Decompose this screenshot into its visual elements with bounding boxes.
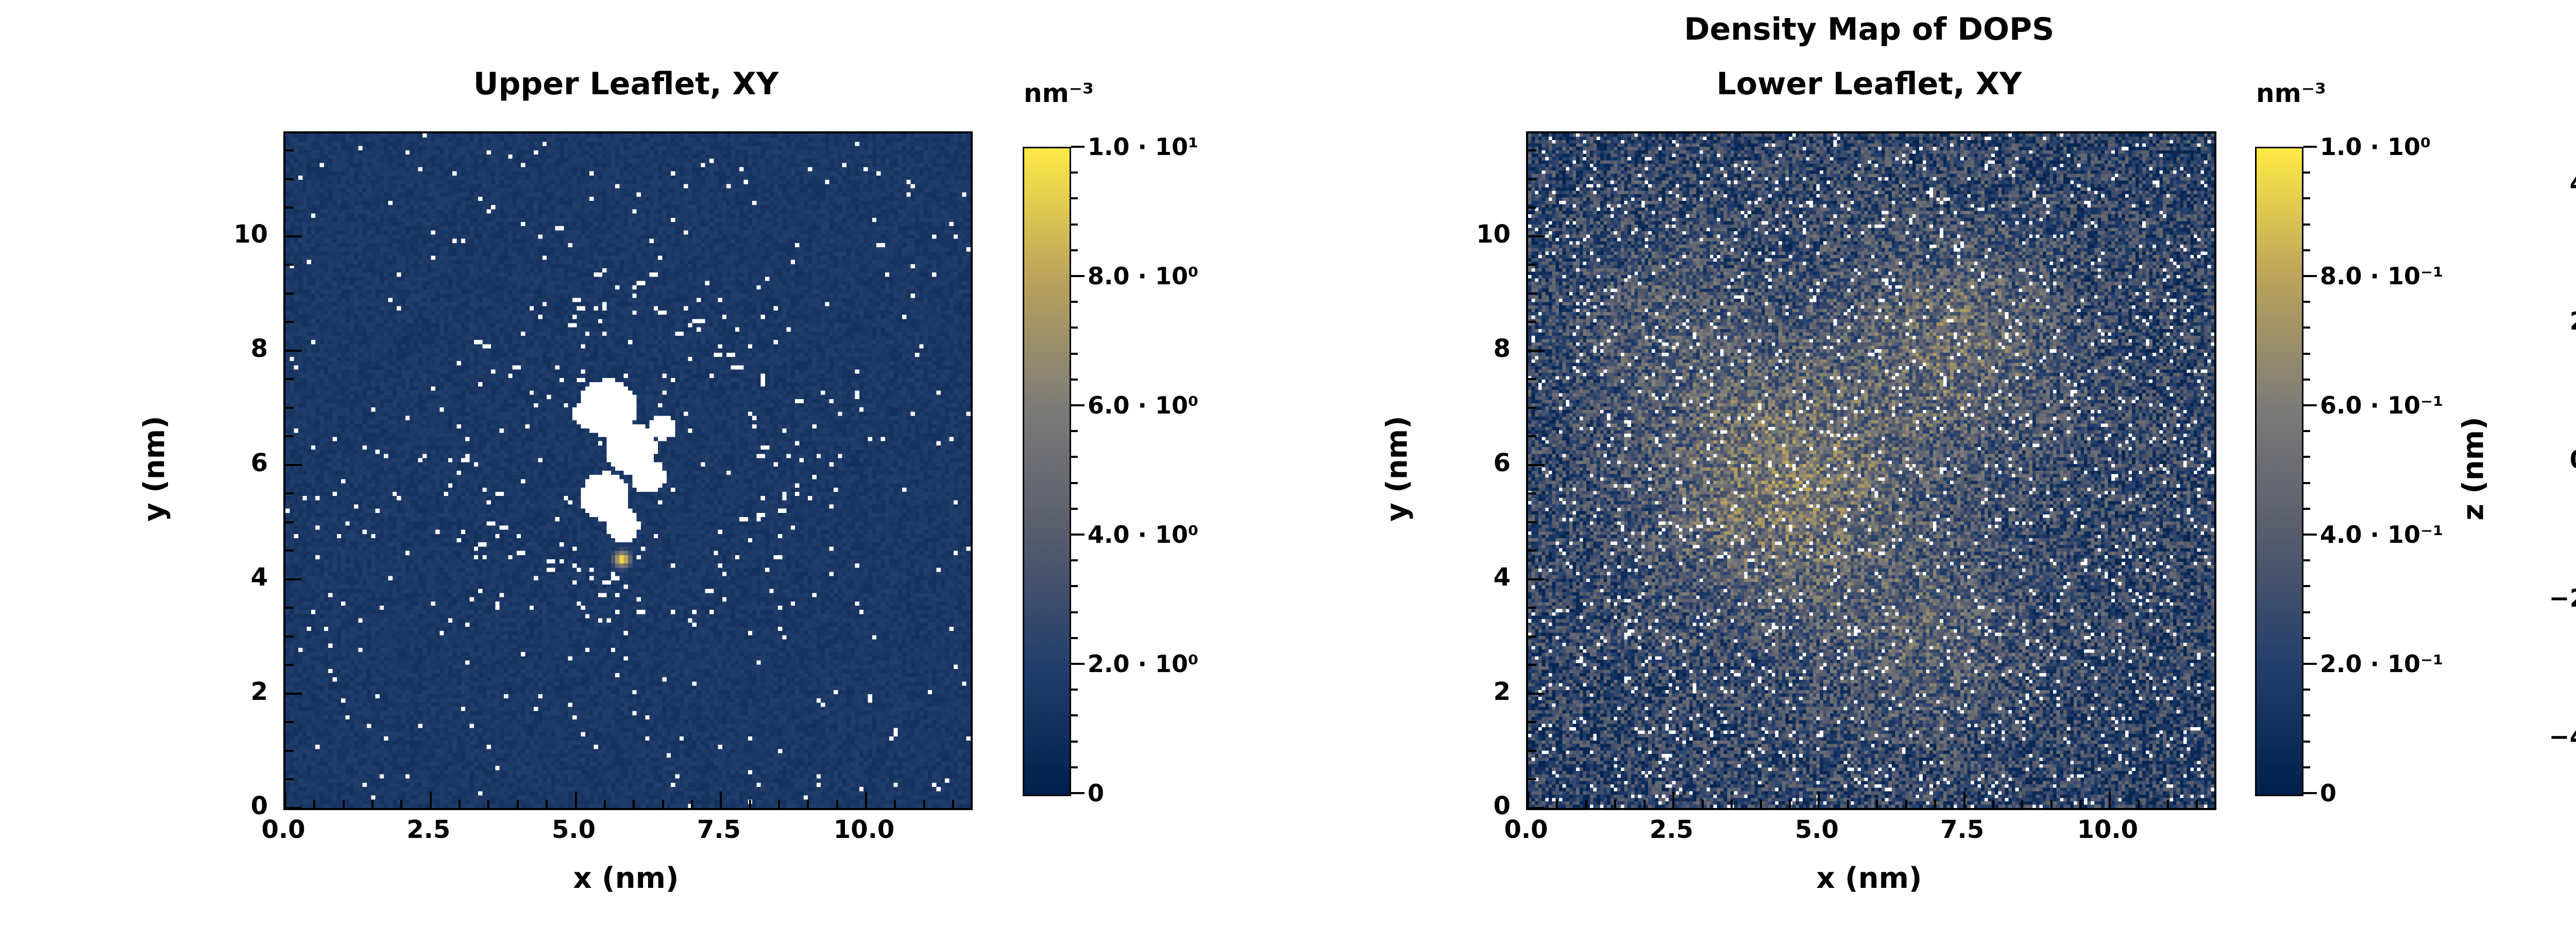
colorbar-unit: nm⁻³ [2256, 78, 2326, 108]
colorbar-tick-labels: 1.0 · 10¹ 8.0 · 10⁰ 6.0 · 10⁰ 4.0 · 10⁰ 2.0 … [1088, 133, 1199, 807]
lower-leaflet-heatmap [1526, 131, 2216, 810]
panel-upper-leaflet: Upper Leaflet, XY y (nm) 0 2 4 6 8 10 0.0 2.5 5… [0, 0, 1236, 927]
upper-leaflet-canvas [285, 133, 971, 808]
colorbar-ticks [2255, 146, 2317, 794]
axis-ticks [284, 133, 971, 809]
lower-leaflet-title: Lower Leaflet, XY [1716, 66, 2022, 102]
x-axis-label: x (nm) [1816, 862, 1922, 895]
y-tick-labels: 0 2 4 6 8 10 [1476, 219, 1511, 820]
upper-leaflet-heatmap [283, 131, 973, 810]
y-axis-label: z (nm) [2456, 417, 2490, 521]
axis-ticks [1527, 133, 2214, 809]
colorbar [1023, 147, 1071, 796]
figure-suptitle: Density Map of DOPS [1684, 11, 2055, 47]
colorbar-unit: nm⁻³ [1024, 78, 1094, 108]
x-tick-labels: 0.0 2.5 5.0 7.5 10.0 [261, 815, 895, 844]
colorbar-ticks [1023, 146, 1084, 794]
panel-transversal: Transversal View, YZ z (nm) −4−2024 0246… [2457, 0, 2576, 927]
y-tick-labels: −4−2024 [2549, 169, 2576, 751]
colorbar-tick-labels: 1.0 · 10⁰ 8.0 · 10⁻¹ 6.0 · 10⁻¹ 4.0 · 10⁻¹ 2… [2320, 133, 2444, 807]
x-axis-label: x (nm) [573, 862, 679, 895]
y-tick-labels: 0 2 4 6 8 10 [233, 219, 268, 820]
x-tick-labels: 0.0 2.5 5.0 7.5 10.0 [1504, 815, 2139, 844]
upper-leaflet-title: Upper Leaflet, XY [473, 66, 779, 102]
lower-leaflet-canvas [1528, 133, 2214, 808]
y-axis-label: y (nm) [1380, 416, 1414, 522]
y-axis-label: y (nm) [138, 416, 172, 522]
colorbar [2255, 147, 2303, 796]
panel-lower-leaflet: Lower Leaflet, XY y (nm) 0 2 4 6 8 10 0.0 2.5 5… [1236, 0, 2473, 927]
